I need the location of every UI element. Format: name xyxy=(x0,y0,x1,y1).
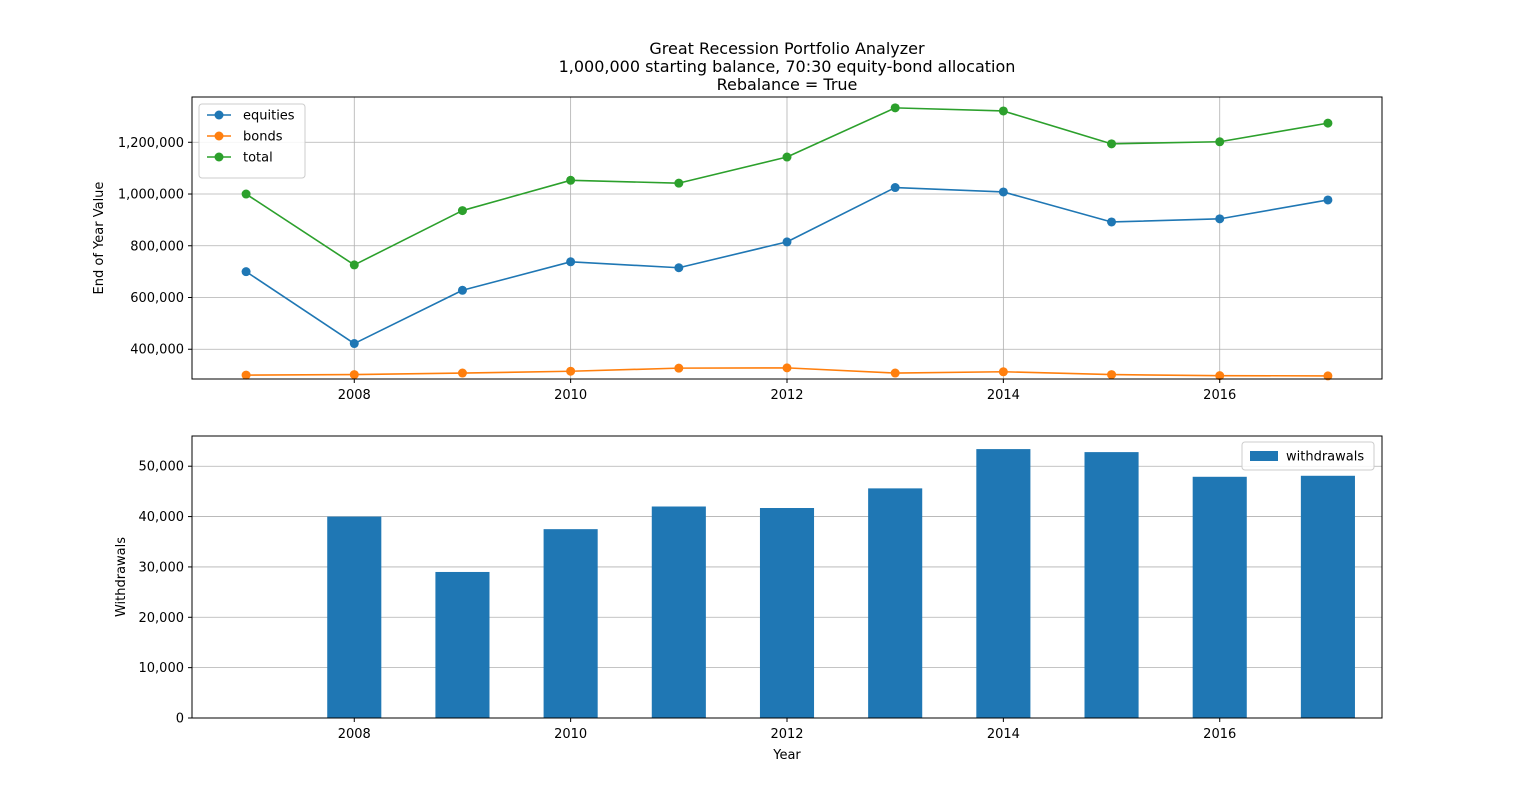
data-point-equities xyxy=(457,285,467,295)
data-point-bonds xyxy=(1323,371,1333,381)
data-point-equities xyxy=(998,187,1008,197)
bar-chart-panel: 2008 2010 2012 2014 2016 0 10,000 20,000 30,000 4… xyxy=(114,435,1383,763)
bar-withdrawals xyxy=(543,529,598,718)
title-line-1: Great Recession Portfolio Analyzer xyxy=(649,39,925,58)
data-point-total xyxy=(1107,139,1117,149)
bar-withdrawals xyxy=(868,488,923,718)
legend-box xyxy=(1241,441,1375,471)
data-point-bonds xyxy=(566,366,576,376)
y-tick-label: 1,000,000 xyxy=(118,188,184,203)
y-axis-label: End of Year Value xyxy=(92,182,107,295)
x-tick-label: 2008 xyxy=(338,388,371,403)
data-point-bonds xyxy=(890,368,900,378)
bar-withdrawals xyxy=(1192,476,1247,718)
bar-withdrawals xyxy=(651,506,706,718)
legend-label-withdrawals: withdrawals xyxy=(1286,450,1364,465)
data-point-total xyxy=(1215,137,1225,147)
data-point-total xyxy=(457,206,467,216)
data-point-total xyxy=(782,152,792,162)
y-axis-label: Withdrawals xyxy=(114,537,129,617)
line-series-group xyxy=(241,103,1333,381)
y-tick-label: 600,000 xyxy=(130,291,184,306)
legend-marker-equities xyxy=(214,110,224,120)
data-point-equities xyxy=(1107,217,1117,227)
data-point-bonds xyxy=(1107,370,1117,380)
data-point-bonds xyxy=(782,363,792,373)
line-chart-panel: 2008 2010 2012 2014 2016 400,000 600,000 800,00… xyxy=(92,96,1383,403)
x-tick-label: 2016 xyxy=(1203,727,1236,742)
legend: equities bonds total xyxy=(198,103,306,179)
data-point-total xyxy=(241,189,251,199)
tick-marks: 2008 2010 2012 2014 2016 400,000 600,000 800,00… xyxy=(118,136,1236,403)
legend-box xyxy=(198,103,306,179)
bar-withdrawals xyxy=(327,516,382,718)
x-tick-label: 2014 xyxy=(987,388,1020,403)
x-tick-label: 2008 xyxy=(338,727,371,742)
legend-marker-total xyxy=(214,152,224,162)
legend-label-bonds: bonds xyxy=(243,130,283,145)
data-point-bonds xyxy=(349,370,359,380)
x-tick-label: 2010 xyxy=(554,388,587,403)
y-tick-label: 400,000 xyxy=(130,343,184,358)
data-point-total xyxy=(998,106,1008,116)
data-point-equities xyxy=(1215,214,1225,224)
data-point-total xyxy=(674,178,684,188)
bar-withdrawals xyxy=(976,449,1031,718)
data-point-bonds xyxy=(674,363,684,373)
y-tick-label: 20,000 xyxy=(139,611,185,626)
tick-marks: 2008 2010 2012 2014 2016 0 10,000 20,000 30,000 4… xyxy=(139,460,1237,742)
legend-marker-bonds xyxy=(214,131,224,141)
x-tick-label: 2014 xyxy=(987,727,1020,742)
data-point-bonds xyxy=(998,367,1008,377)
y-tick-label: 50,000 xyxy=(139,460,185,475)
data-point-total xyxy=(1323,118,1333,128)
data-point-equities xyxy=(1323,195,1333,205)
data-point-equities xyxy=(674,263,684,273)
x-tick-label: 2012 xyxy=(770,388,803,403)
legend-swatch-withdrawals xyxy=(1250,451,1278,461)
data-point-equities xyxy=(349,339,359,349)
data-point-total xyxy=(349,260,359,270)
legend: withdrawals xyxy=(1241,441,1375,471)
data-point-equities xyxy=(782,237,792,247)
x-tick-label: 2012 xyxy=(770,727,803,742)
data-point-bonds xyxy=(241,370,251,380)
y-tick-label: 30,000 xyxy=(139,560,185,575)
data-point-equities xyxy=(241,267,251,277)
x-tick-label: 2016 xyxy=(1203,388,1236,403)
data-point-bonds xyxy=(457,368,467,378)
bar-withdrawals xyxy=(759,508,815,718)
bar-withdrawals xyxy=(435,571,490,718)
legend-label-total: total xyxy=(243,151,273,166)
data-point-bonds xyxy=(1215,371,1225,381)
y-tick-label: 10,000 xyxy=(139,661,185,676)
bar-withdrawals xyxy=(1300,475,1355,718)
title-line-3: Rebalance = True xyxy=(717,75,858,94)
y-tick-label: 1,200,000 xyxy=(118,136,184,151)
y-tick-label: 800,000 xyxy=(130,239,184,254)
bar-series-group xyxy=(327,449,1355,718)
figure-title: Great Recession Portfolio Analyzer 1,000… xyxy=(559,39,1016,94)
bar-withdrawals xyxy=(1084,452,1139,718)
data-point-equities xyxy=(890,183,900,193)
title-line-2: 1,000,000 starting balance, 70:30 equity… xyxy=(559,57,1016,76)
y-tick-label: 40,000 xyxy=(139,510,185,525)
data-point-total xyxy=(890,103,900,113)
data-point-equities xyxy=(566,257,576,267)
data-point-total xyxy=(566,175,576,185)
y-tick-label: 0 xyxy=(176,712,184,727)
grid-lines xyxy=(192,97,1382,379)
legend-label-equities: equities xyxy=(243,109,295,124)
x-tick-label: 2010 xyxy=(554,727,587,742)
x-axis-label: Year xyxy=(772,748,801,763)
